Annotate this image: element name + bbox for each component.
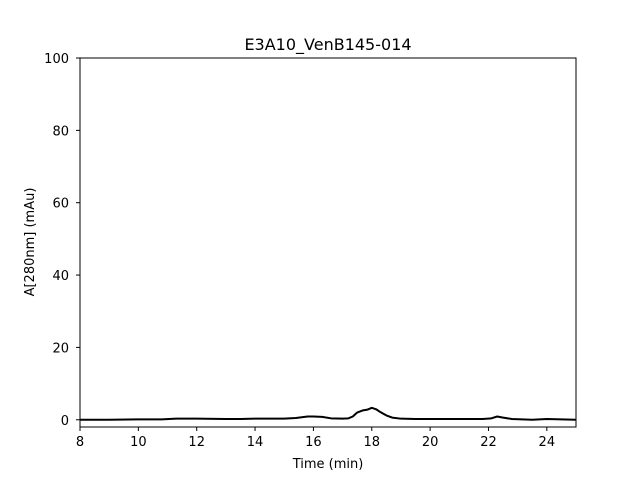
y-axis: 0 20 40 60 80 100 — [44, 52, 80, 429]
x-tick-label: 8 — [76, 435, 84, 450]
x-tick-label: 16 — [305, 435, 322, 450]
x-axis-label: Time (min) — [292, 457, 364, 472]
x-tick-label: 20 — [422, 435, 439, 450]
x-axis: 8 10 12 14 16 18 20 22 24 — [76, 427, 555, 450]
x-tick-label: 10 — [130, 435, 147, 450]
y-tick-label: 40 — [52, 269, 69, 284]
x-tick-label: 12 — [188, 435, 205, 450]
series-line — [80, 406, 577, 421]
y-tick-label: 20 — [52, 341, 69, 356]
x-tick-label: 18 — [363, 435, 380, 450]
y-tick-label: 60 — [52, 197, 69, 212]
plot-frame — [79, 57, 577, 428]
plot-area — [79, 57, 577, 428]
x-tick-label: 14 — [247, 435, 264, 450]
x-tick-label: 22 — [480, 435, 497, 450]
y-tick-label: 0 — [61, 414, 69, 429]
chart-title: E3A10_VenB145-014 — [244, 35, 411, 55]
y-tick-label: 80 — [52, 124, 69, 139]
y-axis-label: A[280nm] (mAu) — [23, 188, 38, 297]
y-tick-label: 100 — [44, 52, 69, 67]
x-tick-label: 24 — [539, 435, 556, 450]
